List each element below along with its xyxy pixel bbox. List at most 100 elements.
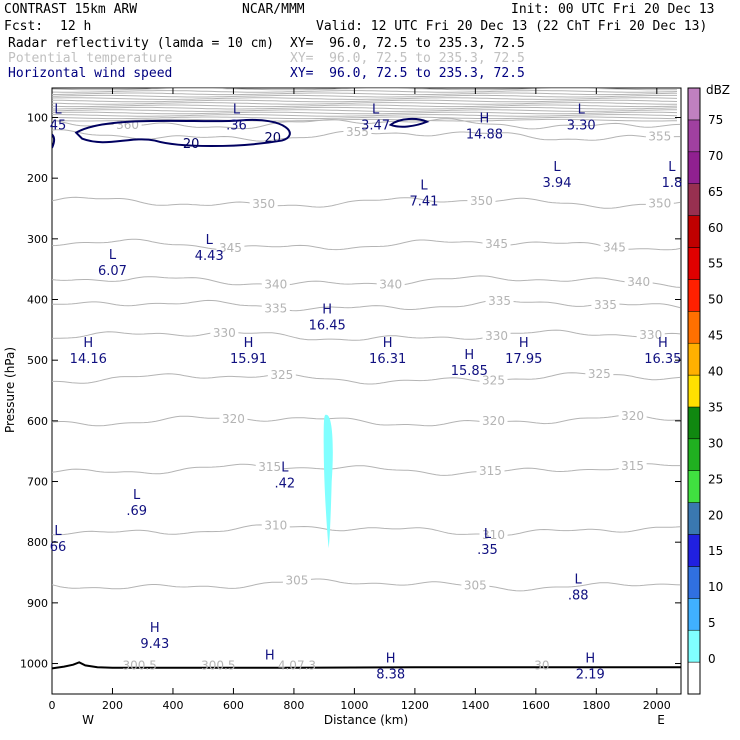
theta-contours: 305 305 310 310 315 315 315 320 320 320 325 325 325 3… bbox=[52, 118, 681, 593]
upper-theta-line bbox=[52, 118, 678, 122]
upper-theta-line bbox=[52, 114, 678, 117]
theta-label-310: 310 bbox=[482, 528, 505, 542]
x-tick-label: 200 bbox=[102, 699, 123, 712]
surface-theta-label: 30 bbox=[534, 659, 549, 673]
extremum-high-marker: H bbox=[322, 303, 332, 318]
x-tick-label: 0 bbox=[49, 699, 56, 712]
x-tick-label: 600 bbox=[223, 699, 244, 712]
colorbar-band bbox=[687, 119, 701, 153]
extremum-high-marker: H bbox=[658, 336, 668, 351]
extremum-high-marker: H bbox=[265, 649, 275, 664]
extremum-value: 45 bbox=[50, 119, 67, 134]
y-tick-label: 700 bbox=[27, 476, 48, 489]
x-tick-label: 1800 bbox=[582, 699, 610, 712]
extremum-value: 6.07 bbox=[98, 264, 127, 279]
extremum-low-marker: L bbox=[553, 160, 561, 175]
colorbar-level: 60 bbox=[708, 221, 723, 235]
upper-theta-line bbox=[52, 97, 678, 100]
plot-area bbox=[51, 87, 682, 695]
upper-theta-line bbox=[52, 106, 678, 110]
colorbar-band bbox=[687, 598, 701, 631]
theta-contour-335 bbox=[52, 299, 681, 312]
wind-contour-20-west bbox=[74, 118, 291, 148]
theta-contour-360 bbox=[52, 118, 681, 130]
surface-theta-label: 300.5 bbox=[123, 659, 157, 673]
header-fcst-value: 12 h bbox=[60, 19, 92, 34]
field-name-theta: Potential temperature bbox=[8, 51, 173, 66]
colorbar-band bbox=[687, 342, 701, 376]
colorbar: 0 5 10 15 20 25 30 35 40 45 50 55 60 65 70 75 bbox=[687, 87, 723, 695]
extremum-value: 14.16 bbox=[70, 352, 107, 367]
theta-contour-320 bbox=[52, 414, 681, 427]
y-tick-label: 400 bbox=[27, 294, 48, 307]
x-tick-label: 400 bbox=[162, 699, 183, 712]
extremum-low-marker: L bbox=[233, 103, 241, 118]
colorbar-level: 35 bbox=[708, 400, 723, 414]
theta-label-355: 355 bbox=[346, 125, 369, 139]
upper-theta-bands bbox=[52, 88, 678, 122]
extremum-high-marker: H bbox=[383, 336, 393, 351]
extremum-low-marker: L bbox=[206, 233, 214, 248]
colorbar-frame bbox=[687, 87, 701, 695]
wind-speed-contours: 20 20 bbox=[52, 117, 430, 152]
extremum-low-marker: L bbox=[668, 160, 676, 175]
extremum-low-marker: L bbox=[54, 524, 62, 539]
extremum-high-marker: H bbox=[150, 621, 160, 636]
upper-theta-line bbox=[52, 94, 677, 98]
colorbar-band bbox=[687, 406, 701, 440]
theta-label-340: 340 bbox=[264, 277, 287, 291]
upper-theta-line bbox=[52, 109, 677, 112]
upper-theta-line bbox=[52, 90, 678, 93]
extremum-low-marker: L bbox=[575, 573, 583, 588]
extremum-value: 66 bbox=[50, 540, 67, 555]
x-tick-label: 1600 bbox=[522, 699, 550, 712]
extremum-value: .88 bbox=[568, 589, 589, 604]
y-tick-label: 500 bbox=[27, 354, 48, 367]
colorbar-level: 45 bbox=[708, 329, 723, 343]
theta-label-305: 305 bbox=[464, 579, 487, 593]
extremum-low-marker: L bbox=[578, 103, 586, 118]
theta-contour-305 bbox=[52, 578, 681, 592]
extremum-value: .36 bbox=[226, 119, 247, 134]
extremum-high-marker: H bbox=[480, 112, 490, 127]
y-axis-label: Pressure (hPa) bbox=[3, 347, 17, 433]
colorbar-level: 20 bbox=[708, 508, 723, 522]
extremum-high-marker: H bbox=[244, 336, 254, 351]
colorbar-band bbox=[687, 502, 701, 535]
theta-contour-345 bbox=[52, 238, 681, 251]
extremum-value: 16.31 bbox=[369, 352, 406, 367]
extremum-value: 7.41 bbox=[409, 194, 438, 209]
y-tick-label: 300 bbox=[27, 233, 48, 246]
x-axis-east-label: E bbox=[657, 713, 665, 727]
colorbar-level: 10 bbox=[708, 580, 723, 594]
x-tick-label: 2000 bbox=[643, 699, 671, 712]
extremum-low-marker: L bbox=[54, 103, 62, 118]
theta-label-345: 345 bbox=[219, 241, 242, 255]
upper-theta-line bbox=[52, 102, 677, 105]
colorbar-unit: dBZ bbox=[706, 83, 730, 97]
theta-contour-330 bbox=[52, 329, 681, 341]
theta-label-350: 350 bbox=[470, 194, 493, 208]
wind-contour-20-edge bbox=[52, 133, 56, 149]
extremum-value: 3.47 bbox=[361, 119, 390, 134]
terrain-line bbox=[52, 661, 681, 670]
extremum-value: .42 bbox=[275, 476, 296, 491]
theta-contour-325 bbox=[52, 372, 681, 385]
extremum-value: 8.38 bbox=[376, 668, 405, 683]
extremum-low-marker: L bbox=[484, 527, 492, 542]
theta-label-345: 345 bbox=[485, 237, 508, 251]
terrain-surface: 300.5 300.5 4.07.3 30 bbox=[52, 659, 681, 673]
colorbar-level: 40 bbox=[708, 365, 723, 379]
colorbar-level: 15 bbox=[708, 544, 723, 558]
colorbar-band bbox=[687, 215, 701, 248]
theta-label-320: 320 bbox=[482, 414, 505, 428]
extremum-value: 16.45 bbox=[309, 319, 346, 334]
colorbar-level: 25 bbox=[708, 472, 723, 486]
extremum-value: 2.19 bbox=[576, 668, 605, 683]
y-tick-label: 200 bbox=[27, 172, 48, 185]
colorbar-band bbox=[687, 279, 701, 312]
header-model: CONTRAST 15km ARW bbox=[4, 2, 138, 17]
x-tick-label: 1400 bbox=[461, 699, 489, 712]
field-name-reflectivity: Radar reflectivity (lamda = 10 cm) bbox=[8, 36, 275, 51]
